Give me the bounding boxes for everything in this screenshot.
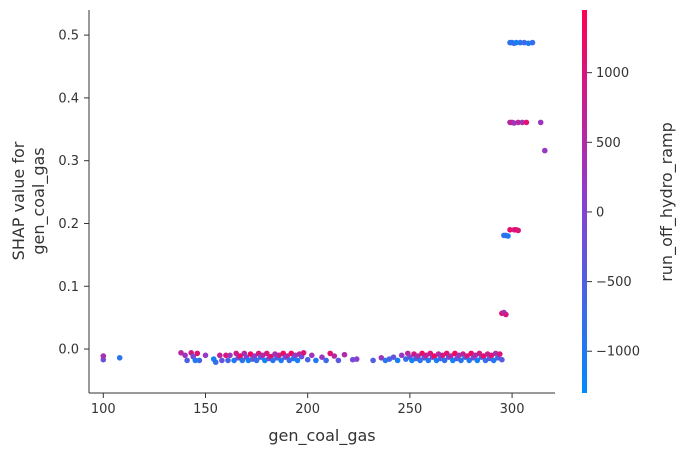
data-point xyxy=(251,353,258,359)
y-axis-label-line-2: gen_coal_gas xyxy=(29,147,49,254)
data-point xyxy=(231,357,237,364)
x-tick-label: 250 xyxy=(397,402,422,417)
data-point xyxy=(202,352,209,359)
data-point xyxy=(499,356,505,363)
data-point xyxy=(515,119,521,126)
data-point xyxy=(441,357,448,364)
colorbar-ticks: −1000 −500 0 500 1000 xyxy=(587,66,640,360)
data-point xyxy=(270,357,276,364)
y-tick-label: 0.3 xyxy=(58,154,79,169)
colorbar-tick-label: 0 xyxy=(596,205,604,220)
colorbar-tick-label: −1000 xyxy=(596,345,640,360)
y-tick-label: 0.2 xyxy=(58,217,79,232)
y-axis-label: SHAP value for gen_coal_gas xyxy=(9,141,49,260)
data-point xyxy=(212,359,219,366)
data-point xyxy=(278,357,284,364)
data-point xyxy=(233,350,239,357)
colorbar xyxy=(582,10,587,393)
data-point xyxy=(464,353,470,359)
data-point xyxy=(505,233,511,239)
data-point xyxy=(335,357,342,364)
x-tick-label: 200 xyxy=(295,402,320,417)
data-point xyxy=(217,352,223,359)
y-tick-label: 0.0 xyxy=(58,343,79,358)
data-point xyxy=(253,357,260,364)
colorbar-tick-label: 500 xyxy=(596,136,621,151)
y-tick-label: 0.4 xyxy=(58,91,79,106)
data-point xyxy=(417,357,423,364)
data-point xyxy=(184,357,190,364)
data-point xyxy=(474,357,481,364)
data-point xyxy=(448,353,454,359)
data-point xyxy=(353,356,360,362)
data-point xyxy=(341,351,348,358)
data-point xyxy=(294,357,301,364)
data-point xyxy=(300,350,307,356)
data-point xyxy=(390,354,397,361)
data-point xyxy=(394,357,401,364)
data-point xyxy=(513,39,519,46)
data-point xyxy=(519,119,526,126)
data-point xyxy=(331,353,338,359)
y-tick-label: 0.5 xyxy=(58,29,79,44)
data-point xyxy=(515,227,521,234)
data-point xyxy=(497,351,503,357)
colorbar-tick-label: −500 xyxy=(596,275,632,290)
x-tick-label: 150 xyxy=(193,402,218,417)
colorbar-label: run_off_hydro_ramp xyxy=(657,122,677,282)
data-point xyxy=(507,227,513,233)
data-point xyxy=(100,353,107,359)
scatter-points xyxy=(100,39,548,366)
data-point xyxy=(490,357,497,364)
data-point xyxy=(178,350,184,356)
data-point xyxy=(196,357,203,364)
data-point xyxy=(327,350,334,357)
data-point xyxy=(284,353,291,359)
data-point xyxy=(458,357,464,364)
data-point xyxy=(225,357,231,364)
y-axis-ticks: 0.0 0.1 0.2 0.3 0.4 0.5 xyxy=(58,29,89,358)
data-point xyxy=(415,353,421,359)
colorbar-tick-label: 1000 xyxy=(596,66,629,81)
data-point xyxy=(182,352,188,359)
x-tick-label: 300 xyxy=(500,402,525,417)
data-point xyxy=(304,356,311,363)
data-point xyxy=(223,352,229,359)
data-point xyxy=(319,354,325,361)
data-point xyxy=(239,357,246,364)
data-point xyxy=(398,352,405,359)
data-point xyxy=(378,355,385,361)
data-point xyxy=(529,39,536,46)
x-axis-ticks: 100 150 200 250 300 xyxy=(91,393,525,417)
data-point xyxy=(323,357,329,364)
y-axis-label-line-1: SHAP value for xyxy=(9,141,28,260)
data-point xyxy=(194,350,201,357)
data-point xyxy=(503,311,509,318)
x-tick-label: 100 xyxy=(91,402,116,417)
data-point xyxy=(116,355,123,361)
x-axis-label: gen_coal_gas xyxy=(268,426,375,446)
data-point xyxy=(192,357,199,364)
data-point xyxy=(466,357,473,364)
data-point xyxy=(313,357,319,364)
data-point xyxy=(219,357,225,364)
data-point xyxy=(309,352,315,359)
y-tick-label: 0.1 xyxy=(58,280,79,295)
data-point xyxy=(523,119,530,126)
data-point xyxy=(511,120,517,126)
data-point xyxy=(227,352,233,359)
data-point xyxy=(425,357,432,364)
data-point xyxy=(370,357,376,364)
data-point xyxy=(264,350,270,357)
data-point xyxy=(517,39,524,46)
data-point xyxy=(237,353,243,359)
data-point xyxy=(537,119,544,126)
data-point xyxy=(542,147,548,154)
